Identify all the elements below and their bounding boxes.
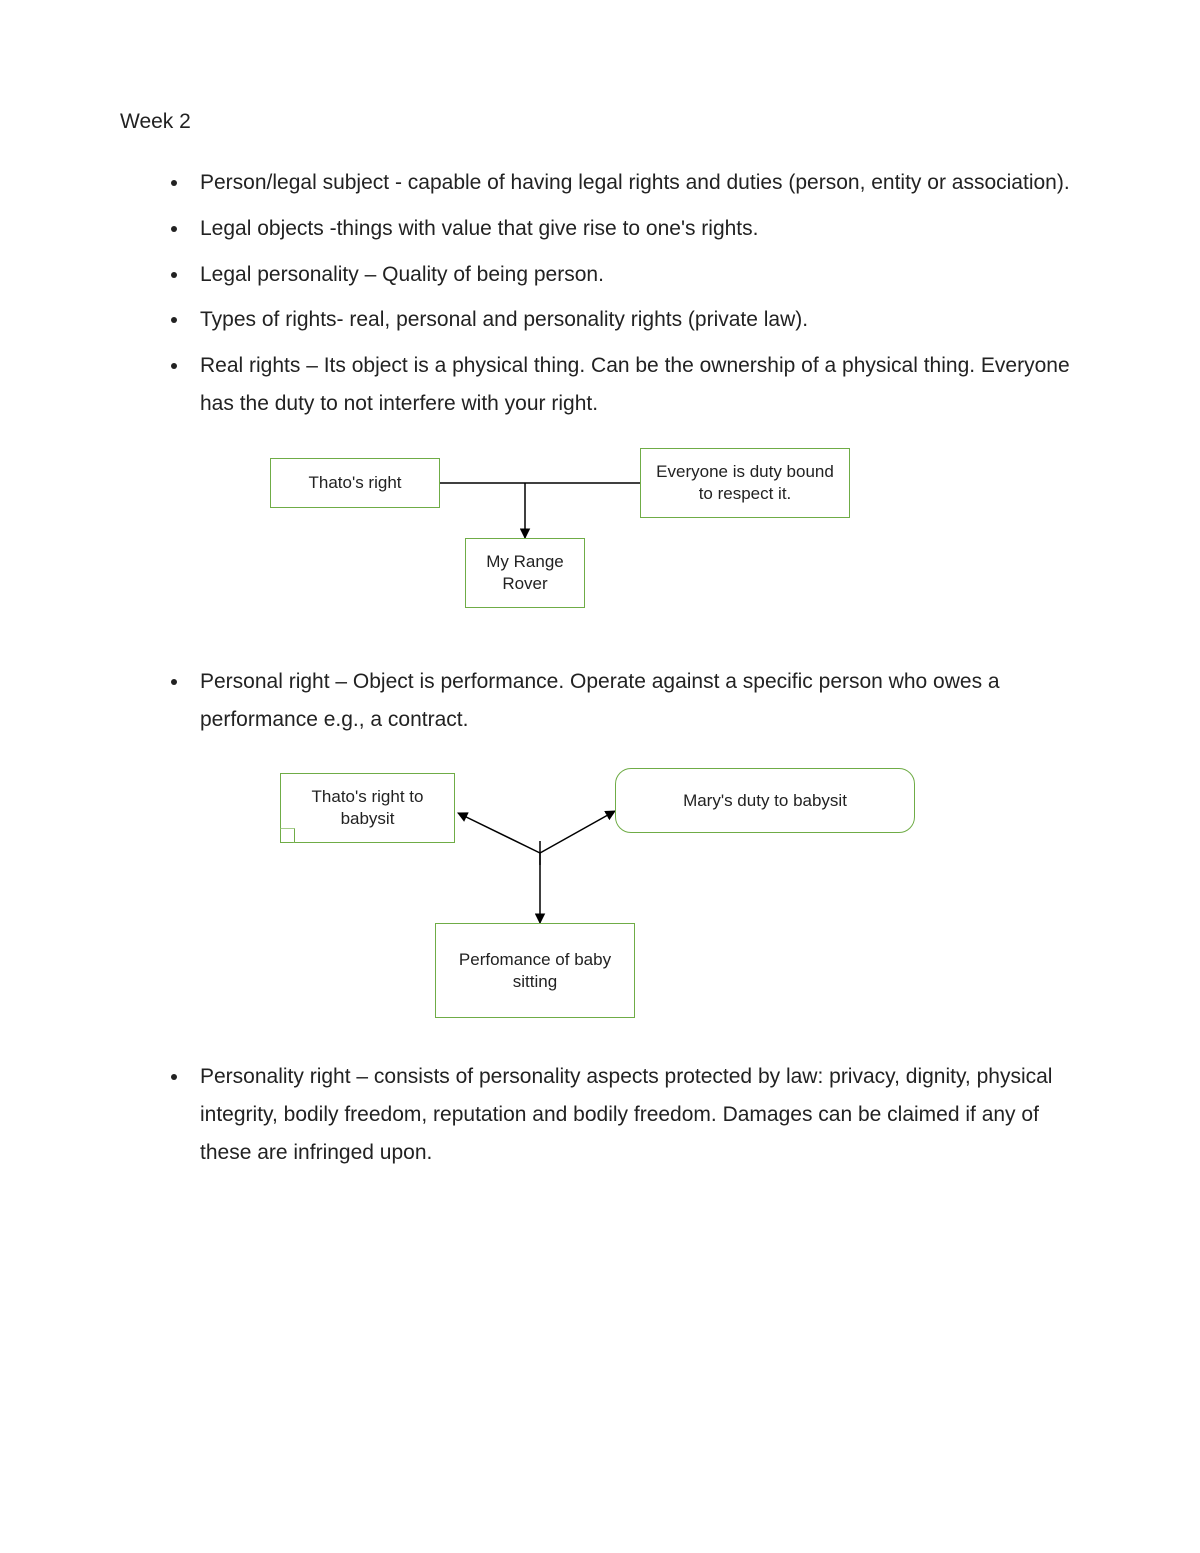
real-rights-diagram: Thato's right Everyone is duty bound to r… [210, 448, 930, 628]
edge [540, 811, 615, 853]
list-item: Personal right – Object is performance. … [190, 663, 1080, 739]
list-item: Legal objects -things with value that gi… [190, 210, 1080, 248]
box-left: Thato's right to babysit [280, 773, 455, 843]
page-title: Week 2 [120, 110, 1080, 134]
box-bottom: Perfomance of baby sitting [435, 923, 635, 1018]
list-item: Personality right – consists of personal… [190, 1058, 1080, 1171]
edge [458, 813, 540, 853]
list-item: Legal personality – Quality of being per… [190, 256, 1080, 294]
box-left: Thato's right [270, 458, 440, 508]
list-item: Types of rights- real, personal and pers… [190, 301, 1080, 339]
box-right: Mary's duty to babysit [615, 768, 915, 833]
list-item: Person/legal subject - capable of having… [190, 164, 1080, 202]
bullet-list-2: Personal right – Object is performance. … [120, 663, 1080, 739]
bullet-list: Person/legal subject - capable of having… [120, 164, 1080, 423]
personal-right-diagram: Thato's right to babysit Mary's duty to b… [210, 763, 970, 1023]
bullet-list-3: Personality right – consists of personal… [120, 1058, 1080, 1171]
page: Week 2 Person/legal subject - capable of… [0, 0, 1200, 1260]
list-item: Real rights – Its object is a physical t… [190, 347, 1080, 423]
box-bottom: My Range Rover [465, 538, 585, 608]
box-right: Everyone is duty bound to respect it. [640, 448, 850, 518]
